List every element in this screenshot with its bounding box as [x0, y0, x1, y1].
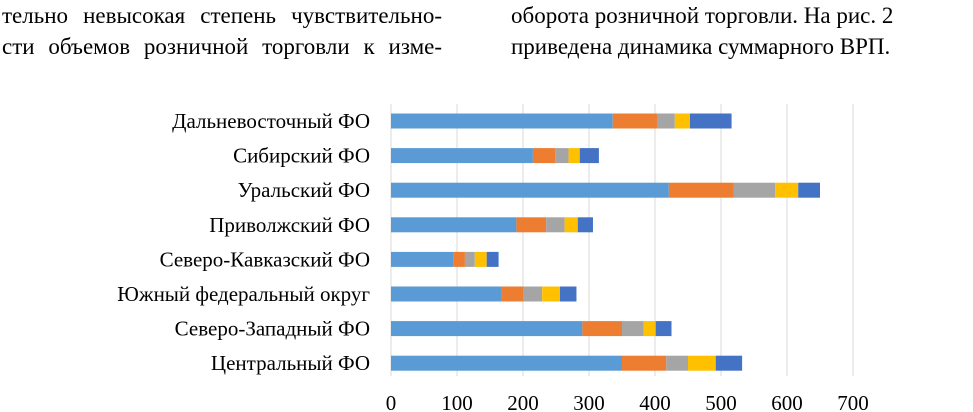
bar-segment-0-1: [612, 113, 657, 129]
x-tick-label-0: 0: [386, 391, 397, 412]
bar-segment-3-1: [516, 217, 547, 233]
bar-segment-0-0: [391, 113, 613, 129]
bar-segment-5-0: [391, 286, 502, 302]
bar-segment-4-4: [486, 251, 499, 267]
bar-segment-3-4: [577, 217, 593, 233]
bar-segment-6-0: [391, 321, 583, 337]
bar-segment-7-3: [688, 355, 716, 371]
bar-segment-1-3: [568, 148, 580, 164]
category-label-5: Южный федеральный округ: [117, 282, 370, 306]
bar-segment-0-4: [689, 113, 732, 129]
bar-segment-4-1: [453, 251, 465, 267]
bar-segment-3-3: [564, 217, 578, 233]
left-text-line-1: тельно невысокая степень чувствительно-: [2, 3, 442, 28]
bar-segment-7-0: [391, 355, 622, 371]
left-text-line-2: сти объемов розничной торговли к изме-: [2, 34, 442, 59]
category-label-7: Центральный ФО: [211, 351, 370, 375]
bar-segment-0-2: [656, 113, 675, 129]
bar-segment-5-2: [523, 286, 543, 302]
left-text-column: тельно невысокая степень чувствительно- …: [2, 0, 442, 62]
right-text-line-2: приведена динамика суммарного ВРП.: [511, 34, 891, 59]
right-text-line-1: оборота розничной торговли. На рис. 2: [511, 3, 894, 28]
bar-segment-5-3: [542, 286, 560, 302]
right-text-column: оборота розничной торговли. На рис. 2 пр…: [511, 0, 893, 62]
bar-segment-2-0: [391, 182, 669, 198]
bar-segment-1-4: [579, 148, 599, 164]
bar-segment-5-1: [501, 286, 524, 302]
bar-segment-6-3: [643, 321, 656, 337]
category-label-0: Дальневосточный ФО: [172, 109, 370, 133]
x-tick-label-4: 400: [639, 391, 671, 412]
category-label-3: Приволжский ФО: [209, 213, 370, 237]
x-tick-label-1: 100: [441, 391, 473, 412]
bar-segment-6-2: [622, 321, 644, 337]
bar-segment-4-2: [464, 251, 475, 267]
bar-segment-7-1: [622, 355, 667, 371]
bar-segment-6-4: [655, 321, 672, 337]
bar-segment-1-2: [555, 148, 569, 164]
bar-segment-1-0: [391, 148, 533, 164]
bar-segment-2-2: [733, 182, 776, 198]
bar-segment-2-1: [668, 182, 734, 198]
x-tick-label-5: 500: [705, 391, 737, 412]
x-tick-label-7: 700: [837, 391, 869, 412]
bar-segment-0-3: [674, 113, 690, 129]
bar-segment-7-4: [715, 355, 743, 371]
bar-segment-4-3: [474, 251, 487, 267]
bar-segment-2-3: [775, 182, 799, 198]
category-label-2: Уральский ФО: [238, 178, 370, 202]
x-tick-label-6: 600: [771, 391, 803, 412]
bar-segment-4-0: [391, 251, 454, 267]
category-labels: Дальневосточный ФО Сибирский ФО Уральский …: [117, 109, 370, 375]
x-tick-label-3: 300: [573, 391, 605, 412]
bar-segment-7-2: [666, 355, 688, 371]
x-tick-labels: 0 100 200 300 400 500 600 700: [386, 391, 869, 412]
bar-segment-3-2: [546, 217, 565, 233]
category-label-6: Северо-Западный ФО: [175, 317, 370, 341]
bar-segment-6-1: [582, 321, 622, 337]
bar-segment-2-4: [798, 182, 820, 198]
bar-segment-1-1: [532, 148, 556, 164]
bars: [391, 113, 820, 371]
bar-segment-3-0: [391, 217, 517, 233]
category-label-1: Сибирский ФО: [233, 144, 370, 168]
x-tick-label-2: 200: [507, 391, 539, 412]
bar-segment-5-4: [559, 286, 577, 302]
category-label-4: Северо-Кавказский ФО: [160, 247, 370, 271]
